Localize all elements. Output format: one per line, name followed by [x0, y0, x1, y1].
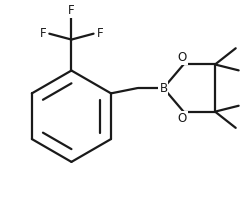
Text: O: O [178, 112, 187, 125]
Text: F: F [68, 4, 75, 17]
Text: O: O [178, 51, 187, 64]
Text: F: F [40, 27, 46, 40]
Text: F: F [97, 27, 103, 40]
Text: B: B [159, 82, 168, 95]
